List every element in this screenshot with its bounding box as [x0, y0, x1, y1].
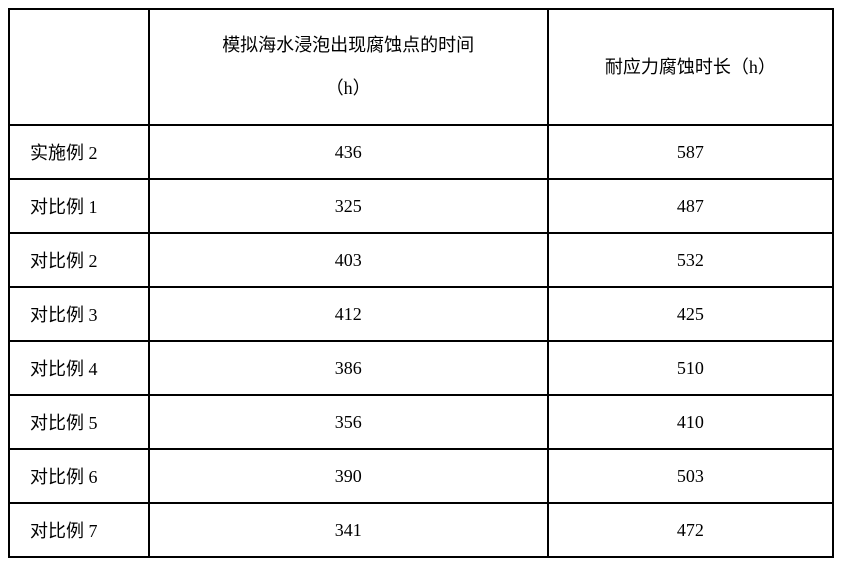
- row-value-1: 390: [149, 449, 548, 503]
- header-line1: 模拟海水浸泡出现腐蚀点的时间: [222, 35, 474, 55]
- row-value-2: 503: [548, 449, 833, 503]
- table-row: 对比例 3 412 425: [9, 287, 833, 341]
- row-label: 对比例 5: [9, 395, 149, 449]
- row-label: 对比例 3: [9, 287, 149, 341]
- corrosion-data-table: 模拟海水浸泡出现腐蚀点的时间 （h） 耐应力腐蚀时长（h） 实施例 2 436 …: [8, 8, 834, 558]
- table-row: 对比例 6 390 503: [9, 449, 833, 503]
- row-label: 对比例 4: [9, 341, 149, 395]
- row-label: 对比例 1: [9, 179, 149, 233]
- table-row: 对比例 2 403 532: [9, 233, 833, 287]
- table-row: 对比例 5 356 410: [9, 395, 833, 449]
- row-value-1: 386: [149, 341, 548, 395]
- row-value-1: 325: [149, 179, 548, 233]
- row-value-1: 403: [149, 233, 548, 287]
- table-row: 对比例 7 341 472: [9, 503, 833, 557]
- row-value-2: 410: [548, 395, 833, 449]
- row-value-2: 532: [548, 233, 833, 287]
- table-row: 实施例 2 436 587: [9, 125, 833, 179]
- header-empty: [9, 9, 149, 125]
- row-value-2: 425: [548, 287, 833, 341]
- row-label: 对比例 7: [9, 503, 149, 557]
- row-value-2: 487: [548, 179, 833, 233]
- row-value-1: 412: [149, 287, 548, 341]
- table-body: 实施例 2 436 587 对比例 1 325 487 对比例 2 403 53…: [9, 125, 833, 557]
- header-line2: （h）: [326, 78, 371, 98]
- row-label: 对比例 2: [9, 233, 149, 287]
- row-value-1: 356: [149, 395, 548, 449]
- table-row: 对比例 1 325 487: [9, 179, 833, 233]
- row-value-2: 472: [548, 503, 833, 557]
- row-value-2: 587: [548, 125, 833, 179]
- header-seawater-corrosion-time: 模拟海水浸泡出现腐蚀点的时间 （h）: [149, 9, 548, 125]
- row-value-1: 436: [149, 125, 548, 179]
- header-stress-corrosion-duration: 耐应力腐蚀时长（h）: [548, 9, 833, 125]
- table-header-row: 模拟海水浸泡出现腐蚀点的时间 （h） 耐应力腐蚀时长（h）: [9, 9, 833, 125]
- row-value-1: 341: [149, 503, 548, 557]
- row-label: 对比例 6: [9, 449, 149, 503]
- row-value-2: 510: [548, 341, 833, 395]
- row-label: 实施例 2: [9, 125, 149, 179]
- table-row: 对比例 4 386 510: [9, 341, 833, 395]
